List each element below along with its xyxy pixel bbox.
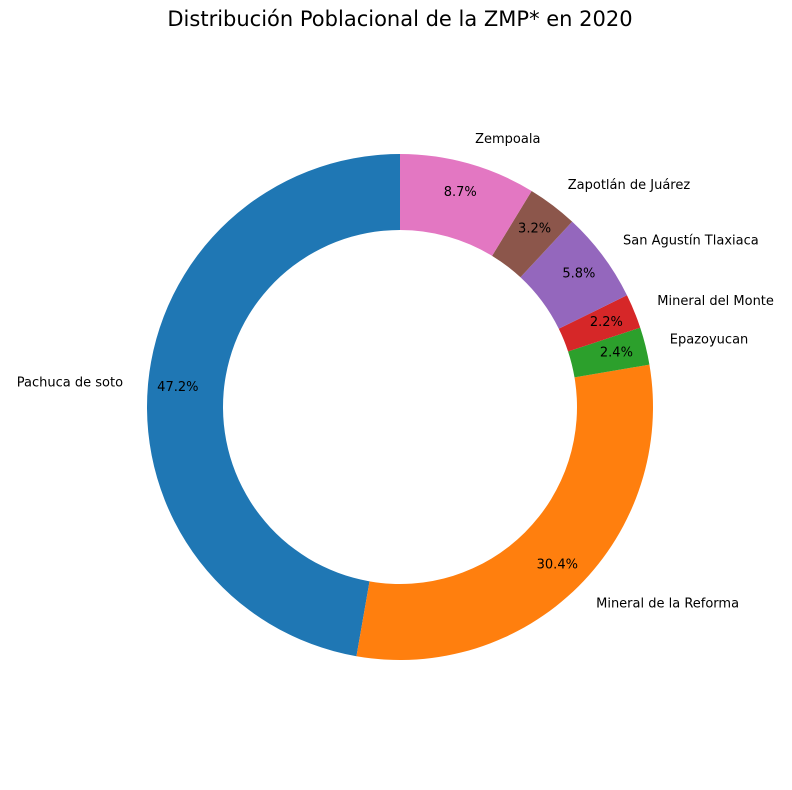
percent-label-zapotlan-de-juarez: 3.2% bbox=[518, 222, 551, 237]
slice-epazoyucan bbox=[568, 327, 650, 378]
percent-label-san-agustin-tlaxiaca: 5.8% bbox=[562, 266, 595, 281]
chart-title: Distribución Poblacional de la ZMP* en 2… bbox=[167, 7, 632, 31]
percent-label-pachuca-de-soto: 47.2% bbox=[157, 380, 198, 395]
slice-label-pachuca-de-soto: Pachuca de soto bbox=[17, 375, 123, 390]
slice-mineral-de-la-reforma bbox=[356, 364, 653, 661]
slice-label-epazoyucan: Epazoyucan bbox=[670, 332, 749, 347]
slice-label-zempoala: Zempoala bbox=[475, 132, 540, 147]
slice-label-mineral-de-la-reforma: Mineral de la Reforma bbox=[596, 597, 739, 612]
percent-labels-layer: 47.2% 30.4% 2.4% 2.2% 5.8% 3.2% 8.7% bbox=[157, 185, 633, 573]
slice-label-zapotlan-de-juarez: Zapotlán de Juárez bbox=[568, 178, 691, 193]
slices-layer bbox=[146, 154, 653, 661]
labels-layer: Pachuca de soto Mineral de la Reforma Epaz… bbox=[17, 132, 774, 612]
slice-label-san-agustin-tlaxiaca: San Agustín Tlaxiaca bbox=[623, 233, 759, 248]
slice-zapotlan-de-juarez bbox=[492, 190, 573, 278]
percent-label-zempoala: 8.7% bbox=[444, 185, 477, 200]
slice-mineral-del-monte bbox=[558, 295, 641, 352]
slice-pachuca-de-soto bbox=[146, 154, 400, 657]
percent-label-epazoyucan: 2.4% bbox=[600, 346, 633, 361]
percent-label-mineral-del-monte: 2.2% bbox=[590, 315, 623, 330]
percent-label-mineral-de-la-reforma: 30.4% bbox=[537, 558, 578, 573]
slice-zempoala bbox=[400, 154, 532, 256]
slice-san-agustin-tlaxiaca bbox=[520, 221, 627, 329]
slice-label-mineral-del-monte: Mineral del Monte bbox=[657, 294, 774, 309]
